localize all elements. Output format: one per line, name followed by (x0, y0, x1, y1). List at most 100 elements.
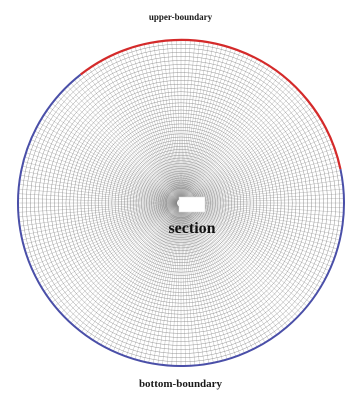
radial-mesh-line (184, 203, 343, 222)
radial-mesh-line (100, 206, 180, 346)
mesh-ring (155, 177, 207, 229)
radial-mesh-line (182, 63, 266, 200)
radial-mesh-line (85, 71, 179, 200)
radial-mesh-line (181, 44, 219, 200)
mesh-ring (38, 60, 324, 346)
radial-mesh-line (183, 99, 308, 201)
radial-mesh-line (104, 58, 180, 200)
radial-mesh-line (181, 206, 205, 365)
radial-mesh-line (43, 114, 178, 201)
radial-mesh-line (67, 85, 179, 201)
radial-mesh-line (184, 126, 326, 202)
mesh-ring (117, 139, 245, 267)
radial-mesh-line (184, 165, 340, 203)
radial-mesh-line (183, 205, 308, 307)
radial-mesh-line (183, 206, 274, 338)
radial-mesh-line (182, 206, 236, 357)
radial-mesh-line (130, 47, 180, 200)
radial-mesh-line (23, 203, 178, 245)
radial-mesh-line (183, 205, 288, 327)
radial-mesh-line (21, 170, 178, 203)
section-label: section (168, 220, 215, 237)
radial-mesh-line (117, 206, 180, 354)
radial-mesh-line (184, 193, 344, 203)
radial-mesh-line (88, 206, 179, 338)
radial-mesh-line (18, 198, 178, 204)
radial-mesh-line (139, 45, 181, 200)
radial-mesh-line (182, 52, 245, 200)
mesh-ring (84, 106, 278, 300)
radial-mesh-line (182, 206, 232, 359)
radial-mesh-line (181, 206, 196, 366)
radial-mesh-line (184, 203, 341, 236)
radial-mesh-line (183, 92, 302, 201)
mesh-ring (46, 68, 316, 338)
radial-mesh-line (184, 152, 337, 202)
radial-mesh-line (153, 42, 181, 200)
radial-mesh-line (19, 203, 178, 227)
radial-mesh-line (184, 204, 326, 280)
mesh-ring (26, 48, 336, 358)
radial-mesh-line (184, 203, 340, 241)
radial-mesh-line (21, 203, 178, 236)
mesh-ring (153, 175, 209, 231)
radial-mesh-line (51, 205, 178, 303)
mesh-ring (114, 136, 248, 270)
radial-mesh-line (34, 130, 178, 202)
radial-mesh-line (81, 206, 179, 333)
radial-mesh-line (54, 205, 179, 307)
radial-mesh-line (181, 206, 200, 365)
radial-mesh-line (57, 96, 179, 201)
section-opening (178, 196, 206, 213)
radial-mesh-line (181, 206, 191, 366)
radial-mesh-line (183, 89, 299, 201)
mesh-ring (87, 109, 275, 297)
radial-mesh-line (184, 110, 316, 201)
mesh-ring (65, 87, 297, 319)
radial-mesh-line (32, 204, 178, 271)
radial-mesh-line (182, 49, 236, 200)
radial-mesh-line (183, 85, 295, 201)
radial-mesh-line (60, 92, 179, 201)
radial-mesh-line (46, 205, 178, 296)
mesh-ring (108, 130, 254, 276)
radial-mesh-line (184, 205, 311, 303)
radial-mesh-line (183, 206, 270, 341)
radial-mesh-line (166, 206, 181, 366)
radial-mesh-line (30, 204, 178, 267)
radial-mesh-line (92, 65, 179, 200)
radial-mesh-line (18, 193, 178, 203)
radial-mesh-line (184, 135, 330, 202)
mesh-ring (61, 83, 301, 323)
radial-mesh-line (184, 205, 313, 299)
radial-mesh-line (184, 204, 333, 263)
radial-mesh-line (100, 60, 180, 200)
radial-mesh-line (184, 204, 332, 267)
radial-mesh-line (34, 204, 178, 276)
radial-mesh-line (183, 71, 277, 200)
radial-mesh-line (20, 203, 178, 231)
radial-mesh-line (181, 206, 214, 363)
radial-mesh-line (182, 206, 241, 355)
radial-mesh-line (180, 206, 186, 366)
radial-mesh-line (139, 206, 181, 361)
radial-mesh-line (74, 79, 179, 201)
radial-mesh-line (126, 206, 180, 357)
radial-mesh-line (30, 139, 178, 202)
radial-mesh-line (183, 76, 285, 201)
radial-mesh-line (22, 203, 178, 241)
radial-mesh-line (70, 205, 179, 324)
radial-mesh-line (49, 107, 178, 201)
radial-mesh-line (166, 40, 181, 200)
radial-mesh-line (162, 41, 181, 200)
radial-mesh-line (182, 206, 249, 352)
radial-mesh-line (134, 206, 181, 360)
radial-mesh-line (184, 103, 311, 201)
mesh-ring (132, 154, 230, 252)
radial-mesh-line (24, 203, 178, 250)
radial-mesh-line (24, 156, 178, 203)
concentric-mesh-rings (17, 39, 345, 367)
radial-mesh-line (74, 205, 179, 327)
mesh-ring (98, 120, 264, 286)
radial-mesh-line (27, 204, 178, 258)
